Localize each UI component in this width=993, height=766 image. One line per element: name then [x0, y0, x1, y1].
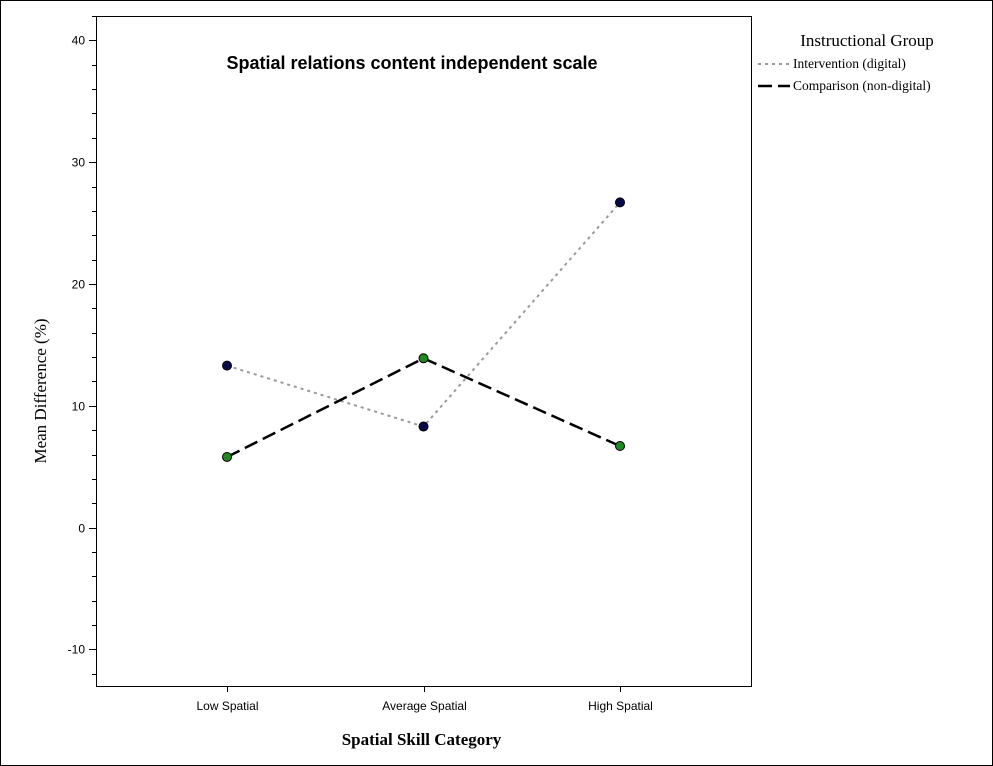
y-axis-label: Mean Difference (%) [31, 318, 50, 463]
y-tick-label: 40 [72, 34, 86, 48]
x-tick-label: Average Spatial [382, 699, 467, 713]
y-tick-label: -10 [68, 643, 86, 657]
x-axis: Low Spatial Average Spatial High Spatial [196, 686, 653, 713]
series-2-point [615, 441, 625, 452]
y-tick-label: 0 [78, 522, 85, 536]
series-markers [222, 197, 625, 462]
x-tick-label: Low Spatial [196, 699, 258, 713]
x-axis-label: Spatial Skill Category [342, 730, 502, 749]
y-tick-label: 30 [72, 156, 86, 170]
y-axis: -10 0 10 20 30 40 [68, 16, 96, 675]
y-tick-label: 10 [72, 400, 86, 414]
x-tick-label: High Spatial [588, 699, 653, 713]
series-line-2 [226, 356, 621, 459]
legend-item-label: Comparison (non-digital) [793, 78, 931, 93]
series-2-point [222, 451, 232, 462]
series-1-point [418, 421, 429, 432]
chart-title: Spatial relations content independent sc… [226, 53, 597, 73]
series-2-point [418, 353, 429, 364]
series-1-point [222, 360, 232, 371]
legend-title: Instructional Group [800, 31, 934, 50]
y-tick-label: 20 [72, 278, 86, 292]
legend: Instructional Group Intervention (digita… [758, 31, 934, 93]
series-1-point [615, 197, 625, 208]
legend-items: Intervention (digital) Comparison (non-di… [758, 56, 931, 93]
legend-item-label: Intervention (digital) [793, 56, 906, 71]
